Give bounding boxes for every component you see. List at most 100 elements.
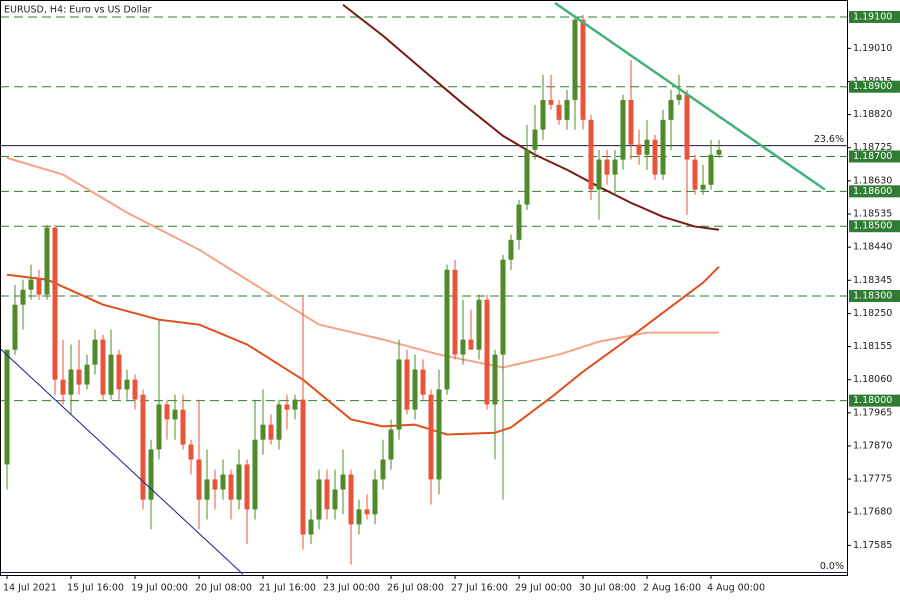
level-label: 1.18500 bbox=[853, 221, 892, 232]
candle-body bbox=[388, 429, 394, 460]
candle-body bbox=[44, 227, 50, 295]
candle-body bbox=[260, 424, 266, 440]
candle-body bbox=[276, 404, 282, 440]
x-tick-label: 4 Aug 00:00 bbox=[707, 583, 765, 594]
x-tick-label: 15 Jul 16:00 bbox=[67, 583, 124, 594]
candle-body bbox=[196, 459, 202, 500]
candle-body bbox=[108, 354, 114, 395]
candle-body bbox=[68, 369, 74, 395]
candle-body bbox=[220, 474, 226, 490]
candle-body bbox=[604, 159, 610, 175]
x-tick-label: 19 Jul 00:00 bbox=[131, 583, 188, 594]
fibonacci-label: 0.0% bbox=[820, 561, 844, 572]
candle-body bbox=[596, 159, 602, 190]
level-label-box bbox=[849, 185, 900, 198]
candle-body bbox=[556, 104, 562, 120]
candle-body bbox=[140, 394, 146, 500]
candle-body bbox=[364, 509, 370, 515]
candle-body bbox=[476, 299, 482, 350]
y-tick-label: 1.18630 bbox=[853, 175, 892, 186]
candle-body bbox=[708, 154, 714, 185]
y-tick-label: 1.18250 bbox=[853, 308, 892, 319]
y-tick-label: 1.17775 bbox=[853, 474, 892, 485]
x-tick-label: 26 Jul 08:00 bbox=[387, 583, 444, 594]
y-tick-label: 1.18155 bbox=[853, 341, 892, 352]
chart-title: EURUSD, H4: Euro vs US Dollar bbox=[4, 5, 152, 16]
candle-body bbox=[484, 299, 490, 405]
candle-body bbox=[436, 389, 442, 480]
candle-body bbox=[164, 404, 170, 420]
level-label: 1.18700 bbox=[853, 151, 892, 162]
candle-body bbox=[308, 519, 314, 535]
trendline bbox=[0, 347, 244, 575]
candle-body bbox=[676, 94, 682, 100]
candle-body bbox=[100, 339, 106, 395]
candle-body bbox=[460, 339, 466, 355]
candle-body bbox=[244, 464, 250, 510]
candle-body bbox=[660, 119, 666, 175]
candle-body bbox=[180, 409, 186, 445]
candle-body bbox=[324, 479, 330, 510]
candle-body bbox=[228, 474, 234, 500]
y-tick-label: 1.18060 bbox=[853, 374, 892, 385]
level-label: 1.18000 bbox=[853, 395, 892, 406]
y-tick-label: 1.18535 bbox=[853, 209, 892, 220]
candle-body bbox=[212, 479, 218, 490]
candle-body bbox=[380, 459, 386, 480]
x-tick-label: 29 Jul 00:00 bbox=[515, 583, 572, 594]
candle-body bbox=[84, 364, 90, 385]
y-tick-label: 1.19010 bbox=[853, 43, 892, 54]
candle-body bbox=[300, 399, 306, 535]
candle-body bbox=[340, 474, 346, 490]
candle-body bbox=[28, 279, 34, 290]
candle-body bbox=[284, 404, 290, 410]
candle-body bbox=[700, 184, 706, 190]
candle-body bbox=[492, 354, 498, 405]
candle-body bbox=[148, 449, 154, 500]
level-label: 1.19100 bbox=[853, 11, 892, 22]
moving-average bbox=[6, 156, 719, 369]
candle-body bbox=[20, 289, 26, 305]
candle-body bbox=[4, 349, 10, 465]
candle-body bbox=[420, 369, 426, 395]
candle-body bbox=[644, 139, 650, 155]
candle-body bbox=[580, 19, 586, 120]
fibonacci-label: 23.6% bbox=[814, 134, 844, 145]
candle-body bbox=[508, 239, 514, 260]
y-tick-label: 1.17680 bbox=[853, 507, 892, 518]
candle-body bbox=[52, 227, 58, 380]
candle-body bbox=[716, 149, 722, 155]
y-tick-label: 1.18440 bbox=[853, 242, 892, 253]
candle-body bbox=[332, 489, 338, 510]
candle-body bbox=[92, 339, 98, 365]
candle-body bbox=[516, 204, 522, 240]
candle-body bbox=[156, 404, 162, 450]
candle-body bbox=[124, 379, 130, 390]
trendline bbox=[554, 1, 826, 191]
candle-body bbox=[348, 474, 354, 525]
candle-body bbox=[540, 99, 546, 130]
candle-body bbox=[76, 369, 82, 385]
candle-body bbox=[548, 99, 554, 105]
candle-body bbox=[36, 279, 42, 295]
level-label: 1.18900 bbox=[853, 81, 892, 92]
candle-body bbox=[404, 359, 410, 410]
candle-body bbox=[692, 159, 698, 190]
x-tick-label: 30 Jul 08:00 bbox=[579, 583, 636, 594]
candle-body bbox=[668, 99, 674, 120]
level-label-box bbox=[849, 150, 900, 163]
candle-body bbox=[412, 369, 418, 410]
candle-body bbox=[252, 439, 258, 510]
candle-body bbox=[292, 399, 298, 410]
candle-body bbox=[12, 304, 18, 350]
x-tick-label: 2 Aug 16:00 bbox=[643, 583, 701, 594]
plot-area: 23.6% 0.0% bbox=[0, 1, 847, 575]
level-label: 1.18300 bbox=[853, 290, 892, 301]
candle-body bbox=[612, 159, 618, 175]
x-tick-label: 23 Jul 00:00 bbox=[323, 583, 380, 594]
moving-average bbox=[6, 265, 720, 436]
level-label-box bbox=[849, 394, 900, 407]
candle-body bbox=[684, 94, 690, 160]
candle-body bbox=[572, 19, 578, 100]
